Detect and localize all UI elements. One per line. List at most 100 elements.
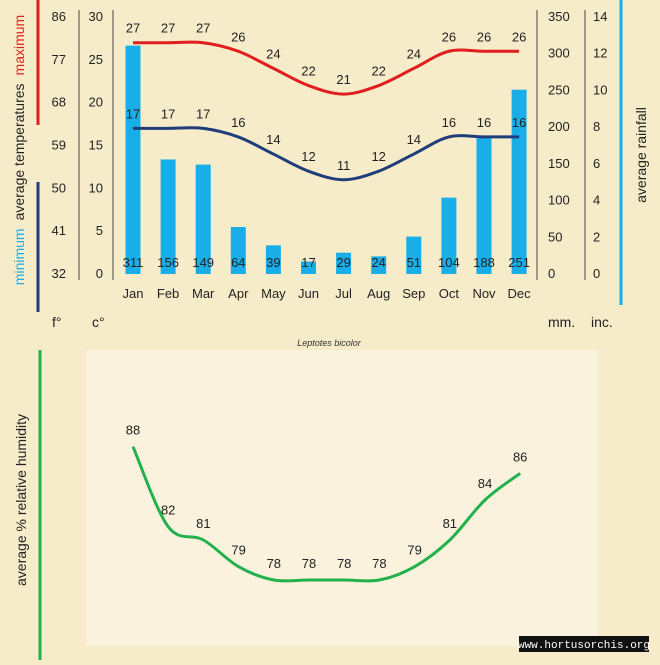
minimum-value-label: 16 xyxy=(231,115,245,130)
minimum-value-label: 17 xyxy=(196,106,210,121)
rainfall-bar-sep xyxy=(406,236,422,274)
fahrenheit-tick-label: 68 xyxy=(52,95,66,110)
fahrenheit-tick-label: 86 xyxy=(52,9,66,24)
rainfall-axis-title-group: average rainfall xyxy=(633,107,649,203)
minimum-value-label: 16 xyxy=(512,115,526,130)
rainfall-value-label: 64 xyxy=(231,255,245,270)
mm-tick-label: 350 xyxy=(548,9,570,24)
fahrenheit-tick-label: 77 xyxy=(52,52,66,67)
inches-tick-label: 6 xyxy=(593,156,600,171)
month-label: Apr xyxy=(228,286,249,301)
minimum-value-label: 12 xyxy=(301,149,315,164)
data-labels: 311 156 149 64 39 17 29 24 51 104 188 251 27 27 27 26 24… xyxy=(123,21,530,270)
month-label: Nov xyxy=(472,286,496,301)
average-temperatures-title: average temperatures xyxy=(11,83,27,220)
rainfall-bar-jul xyxy=(336,252,352,274)
mm-tick-label: 150 xyxy=(548,156,570,171)
humidity-value-label: 88 xyxy=(126,423,140,438)
rainfall-value-label: 104 xyxy=(438,255,460,270)
maximum-value-label: 22 xyxy=(301,64,315,79)
humidity-value-label: 81 xyxy=(443,516,457,531)
fahrenheit-tick-label: 50 xyxy=(52,180,66,195)
inches-tick-label: 10 xyxy=(593,82,607,97)
inches-tick-label: 2 xyxy=(593,229,600,244)
month-label: Jul xyxy=(335,286,352,301)
celsius-tick-label: 10 xyxy=(89,180,103,195)
rainfall-value-label: 24 xyxy=(371,255,385,270)
fahrenheit-tick-label: 32 xyxy=(52,266,66,281)
humidity-value-label: 82 xyxy=(161,503,175,518)
temperature-axis-title: minimum average temperatures maximum xyxy=(11,15,27,285)
month-label: Feb xyxy=(157,286,179,301)
month-label: Sep xyxy=(402,286,425,301)
month-label: May xyxy=(261,286,286,301)
rainfall-value-label: 17 xyxy=(301,255,315,270)
maximum-value-label: 26 xyxy=(231,29,245,44)
tick-labels: 8677685950413230252015105035030025020015… xyxy=(52,9,608,301)
humidity-axis-title-group: average % relative humidity xyxy=(13,414,29,586)
minimum-title: minimum xyxy=(11,228,27,285)
inches-tick-label: 4 xyxy=(593,193,600,208)
celsius-tick-label: 25 xyxy=(89,52,103,67)
maximum-value-label: 24 xyxy=(407,46,421,61)
mm-tick-label: 200 xyxy=(548,119,570,134)
rainfall-value-label: 188 xyxy=(473,255,495,270)
minimum-value-label: 16 xyxy=(442,115,456,130)
month-label: Jan xyxy=(123,286,144,301)
month-label: Aug xyxy=(367,286,390,301)
rainfall-bars xyxy=(125,45,527,275)
humidity-value-label: 78 xyxy=(267,556,281,571)
humidity-value-label: 78 xyxy=(337,556,351,571)
species-caption: Leptotes bicolor xyxy=(297,338,362,348)
humidity-axis-title: average % relative humidity xyxy=(13,414,29,586)
humidity-value-label: 78 xyxy=(302,556,316,571)
rainfall-value-label: 251 xyxy=(508,255,530,270)
rainfall-value-label: 39 xyxy=(266,255,280,270)
mm-tick-label: 0 xyxy=(548,266,555,281)
month-label: Mar xyxy=(192,286,215,301)
rainfall-value-label: 149 xyxy=(192,255,214,270)
mm-tick-label: 100 xyxy=(548,193,570,208)
maximum-value-label: 26 xyxy=(442,29,456,44)
minimum-value-label: 17 xyxy=(126,106,140,121)
maximum-value-label: 24 xyxy=(266,46,280,61)
rainfall-axis-title: average rainfall xyxy=(633,107,649,203)
inches-tick-label: 14 xyxy=(593,9,607,24)
maximum-value-label: 21 xyxy=(336,72,350,87)
temperature-lines xyxy=(133,40,520,182)
humidity-value-label: 81 xyxy=(196,516,210,531)
fahrenheit-tick-label: 41 xyxy=(52,223,66,238)
celsius-tick-label: 20 xyxy=(89,95,103,110)
maximum-value-label: 27 xyxy=(161,21,175,36)
celsius-unit-label: c° xyxy=(92,314,105,330)
mm-tick-label: 300 xyxy=(548,46,570,61)
humidity-chart: 88 82 81 79 78 78 78 78 79 81 84 86 xyxy=(126,423,527,583)
watermark-text: www.hortusorchis.org xyxy=(518,640,650,652)
humidity-panel xyxy=(86,350,598,646)
rainfall-bar-aug xyxy=(371,256,387,274)
humidity-value-label: 84 xyxy=(478,476,492,491)
rainfall-bar-oct xyxy=(441,197,457,274)
rainfall-bar-mar xyxy=(195,164,211,274)
inches-tick-label: 12 xyxy=(593,46,607,61)
minimum-value-label: 12 xyxy=(371,149,385,164)
mm-tick-label: 250 xyxy=(548,82,570,97)
humidity-value-label: 86 xyxy=(513,449,527,464)
rainfall-bar-jun xyxy=(301,261,316,274)
rainfall-bar-jan xyxy=(125,45,141,274)
celsius-tick-label: 0 xyxy=(96,266,103,281)
fahrenheit-tick-label: 59 xyxy=(52,138,66,153)
minimum-value-label: 14 xyxy=(407,132,421,147)
mm-tick-label: 50 xyxy=(548,229,562,244)
rainfall-value-label: 29 xyxy=(336,255,350,270)
maximum-value-label: 26 xyxy=(477,29,491,44)
rainfall-value-label: 311 xyxy=(123,255,144,270)
inches-tick-label: 0 xyxy=(593,266,600,281)
fahrenheit-unit-label: f° xyxy=(52,314,62,330)
celsius-tick-label: 15 xyxy=(89,138,103,153)
maximum-value-label: 26 xyxy=(512,29,526,44)
svg-text:minimumaverage temperaturesma: minimum average temperatures maximum xyxy=(11,15,27,285)
watermark-box xyxy=(519,636,649,652)
